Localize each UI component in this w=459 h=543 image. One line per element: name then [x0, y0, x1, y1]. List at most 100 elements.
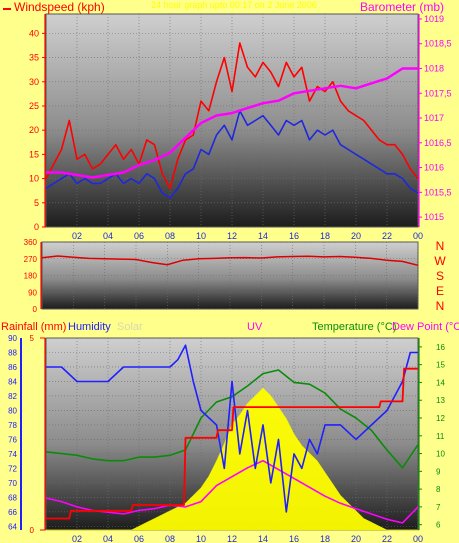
y-tick-label-temperature: 16 [436, 343, 445, 352]
temperature-line [45, 369, 419, 469]
y-tick-label-wind: 40 [29, 28, 39, 38]
y-axis-left-wind: 0 5 10 15 20 25 30 35 40 [29, 14, 46, 232]
legend-solar: Solar [117, 321, 143, 333]
x-tick-label: 10 [196, 231, 206, 241]
x-tick-label: 10 [196, 534, 206, 543]
y-tick-label-temperature: 10 [436, 450, 445, 459]
x-tick-label: 04 [103, 231, 113, 241]
humidity-line [46, 344, 418, 513]
x-tick-label: 08 [165, 231, 175, 241]
compass-label: N [436, 299, 445, 313]
y-tick-label-barometer: 1016,5 [424, 138, 452, 148]
x-tick-label: 20 [351, 534, 361, 543]
wind-direction-line [41, 255, 419, 267]
left-axis-label-wind: Windspeed (kph) [14, 0, 105, 14]
y-tick-label-direction: 90 [28, 288, 37, 297]
y-tick-label-wind: 25 [29, 101, 39, 111]
compass-label: N [436, 239, 445, 253]
legend-uv: UV [247, 321, 263, 333]
y-tick-label-temperature: 8 [436, 485, 441, 494]
legend-dew-point: Dew Point (°C) [392, 321, 459, 333]
y-tick-label-temperature: 13 [436, 396, 445, 405]
y-axis-direction: 0 90 180 270 360 [24, 238, 42, 314]
x-tick-label: 02 [72, 534, 82, 543]
y-tick-label-temperature: 6 [436, 521, 441, 530]
x-tick-label: 22 [382, 534, 392, 543]
y-tick-label-wind: 35 [29, 53, 39, 63]
y-tick-label-wind: 5 [34, 198, 39, 208]
y-tick-label-wind: 10 [29, 174, 39, 184]
x-axis-multi: 02 04 06 08 10 12 14 16 18 20 22 00 [72, 534, 423, 543]
barometer-line [46, 67, 418, 179]
y-tick-label-direction: 270 [24, 255, 38, 264]
rainfall-line [46, 367, 418, 520]
x-tick-label: 02 [72, 231, 82, 241]
y-tick-label-humidity: 82 [8, 392, 17, 401]
x-tick-label: 12 [227, 534, 237, 543]
y-axis-humidity: 64 66 68 70 72 74 76 78 80 82 84 86 88 90 [8, 334, 22, 531]
x-tick-label: 16 [289, 534, 299, 543]
y-tick-label-humidity: 80 [8, 406, 17, 415]
y-tick-label-humidity: 66 [8, 508, 17, 517]
y-tick-label-barometer: 1018 [424, 63, 444, 73]
y-tick-label-humidity: 86 [8, 363, 17, 372]
y-tick-label-direction: 180 [24, 272, 38, 281]
y-tick-label-barometer: 1016 [424, 163, 444, 173]
x-tick-label: 12 [227, 231, 237, 241]
solar-area [46, 387, 418, 531]
y-tick-label-humidity: 88 [8, 348, 17, 357]
right-axis-label-barometer: Barometer (mb) [360, 0, 444, 14]
multi-series-group [45, 344, 419, 531]
x-tick-label: 08 [165, 534, 175, 543]
y-tick-label-direction: 0 [33, 305, 38, 314]
y-tick-label-wind: 0 [34, 222, 39, 232]
y-tick-label-temperature: 12 [436, 414, 445, 423]
y-tick-label-temperature: 9 [436, 467, 441, 476]
x-tick-label: 04 [103, 534, 113, 543]
y-tick-label-temperature: 11 [436, 432, 445, 441]
grid-wind [46, 14, 419, 228]
y-tick-label-barometer: 1015,5 [424, 187, 452, 197]
x-tick-label: 18 [320, 534, 330, 543]
x-tick-label: 18 [320, 231, 330, 241]
compass-label: S [436, 269, 444, 283]
x-tick-label: 14 [258, 534, 268, 543]
direction-series-group [41, 255, 419, 267]
y-tick-label-temperature: 7 [436, 503, 441, 512]
y-tick-label-wind: 15 [29, 149, 39, 159]
y-tick-label-humidity: 64 [8, 522, 17, 531]
y-tick-label-humidity: 76 [8, 435, 17, 444]
x-tick-label: 16 [289, 231, 299, 241]
y-tick-label-direction: 360 [24, 238, 38, 247]
y-tick-label-barometer: 1015 [424, 212, 444, 222]
compass-label: E [436, 284, 444, 298]
y-tick-label-wind: 20 [29, 125, 39, 135]
wind-series-group [45, 42, 419, 199]
y-tick-label-humidity: 74 [8, 450, 17, 459]
legend-temperature: Temperature (°C) [312, 321, 396, 333]
legend-rainfall: Rainfall (mm) [1, 321, 66, 333]
grid-direction [42, 241, 419, 310]
y-axis-right-barometer: 1015 1015,5 1016 1016,5 1017 1017,5 1018 1018,5… [418, 14, 452, 227]
x-tick-label: 20 [351, 231, 361, 241]
y-tick-label-barometer: 1017,5 [424, 88, 452, 98]
x-tick-label: 00 [413, 534, 423, 543]
dew-point-line [45, 459, 419, 524]
y-tick-label-barometer: 1018,5 [424, 39, 452, 49]
x-tick-label: 22 [382, 231, 392, 241]
x-axis-wind: 02 04 06 08 10 12 14 16 18 20 22 00 [72, 231, 423, 241]
y-tick-label-temperature: 15 [436, 361, 445, 370]
y-tick-label-humidity: 78 [8, 421, 17, 430]
plot-area-wind [45, 13, 419, 228]
x-tick-label: 06 [134, 534, 144, 543]
legend-humidity: Humidity [68, 321, 111, 333]
y-tick-label-barometer: 1017 [424, 113, 444, 123]
x-tick-label: 14 [258, 231, 268, 241]
y-tick-label-rainfall: 0 [30, 526, 35, 535]
y-tick-label-wind: 30 [29, 77, 39, 87]
